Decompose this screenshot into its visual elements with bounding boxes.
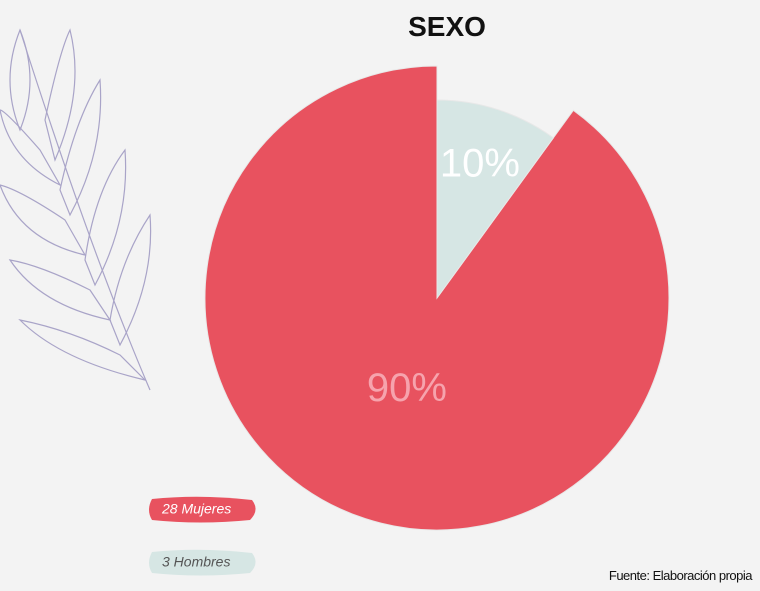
source-note: Fuente: Elaboración propia — [609, 568, 753, 583]
leaf-decoration — [0, 30, 151, 390]
chart-title: SEXO — [408, 11, 486, 42]
legend-label: 28 Mujeres — [161, 501, 231, 517]
slice-label: 90% — [367, 366, 447, 410]
slice-label: 10% — [440, 142, 520, 186]
legend-label: 3 Hombres — [162, 554, 230, 570]
chart: SEXO Fuente: Elaboración propia 90% 10% 28… — [0, 0, 760, 591]
